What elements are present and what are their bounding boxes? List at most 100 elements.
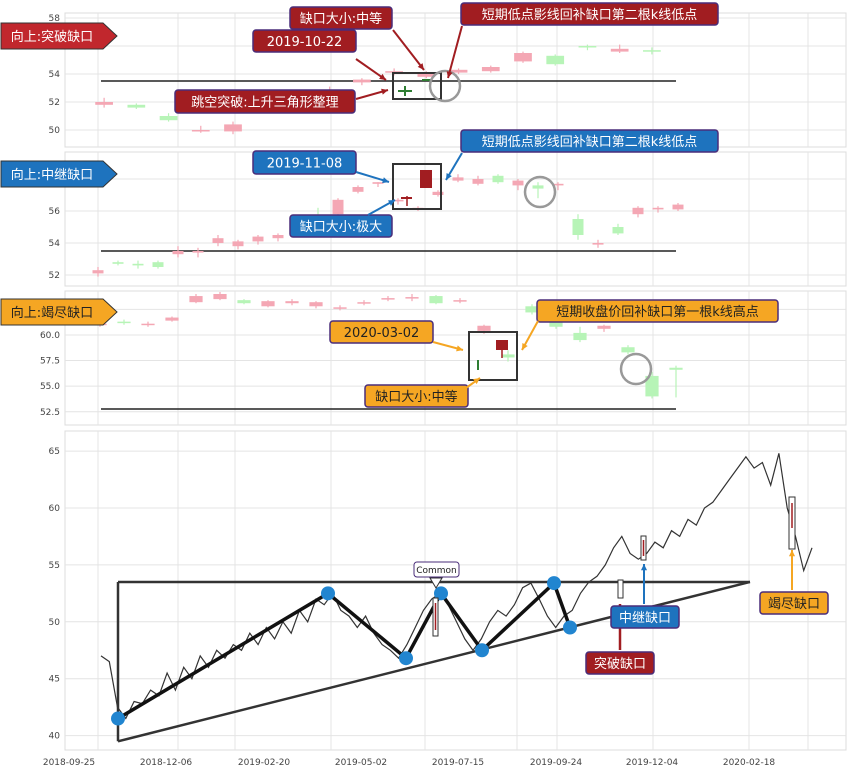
panel-2-arrow-date-head — [382, 177, 389, 184]
panel-2-candle-body — [612, 227, 624, 234]
panel-3-candle-body — [549, 321, 563, 327]
runaway-gap-label-box — [610, 605, 680, 629]
panel-3-candle-body — [669, 367, 683, 370]
panel-1-candle-body — [578, 46, 597, 48]
panel-3-gap-size-label-box — [364, 384, 469, 408]
panel-3-gap-box — [468, 331, 518, 381]
x-tick-label: 2020-02-18 — [723, 758, 776, 768]
panel-1-candle-body — [127, 104, 146, 108]
panel-2-fill-label-text: 短期低点影线回补缺口第二根k线低点 — [482, 135, 698, 150]
panel-1-candle-body — [159, 116, 178, 121]
panel-1-gap-size-label-text: 缺口大小:中等 — [300, 11, 382, 27]
panel-1-candle-body — [449, 69, 468, 73]
panel-2-candle-body — [172, 251, 184, 255]
panel-3-arrow-date-head — [456, 345, 463, 352]
x-tick-label: 2018-09-25 — [43, 758, 95, 768]
panel-2-gap-box — [392, 163, 442, 210]
panel-2-tag-shape — [0, 160, 118, 188]
swing-point — [321, 586, 335, 601]
y-tick-label: 50 — [49, 126, 61, 136]
panel-2-arrow-fill-head — [446, 173, 452, 180]
panel-2-fill-label-box — [460, 129, 719, 153]
panel-1-pattern-label-box — [174, 89, 356, 114]
panel-3-candle-body — [645, 375, 659, 397]
panel-1-gap-size-label-box — [289, 6, 393, 30]
panel-2-candle-body — [112, 262, 124, 264]
panel-2-candle-body — [152, 262, 164, 267]
panel-3-fill-label-text: 短期收盘价回补缺口第一根k线高点 — [556, 304, 759, 320]
panel-1-arrow-fill-shaft — [447, 25, 463, 79]
swing-point — [547, 576, 561, 591]
panel-2-candle-body — [212, 238, 224, 243]
panel-3-candle-body — [405, 297, 419, 299]
runaway-gap-label: 中继缺口 — [610, 605, 680, 629]
panel-2-gap-size-label: 缺口大小:极大 — [289, 214, 393, 238]
panel-3-fill-label: 短期收盘价回补缺口第一根k线高点 — [536, 299, 779, 323]
panel-1-frame — [64, 12, 847, 148]
panel-2-candle-body — [352, 187, 364, 192]
panel-2-candle-body — [652, 207, 664, 210]
panel-2-tag-text: 向上:中继缺口 — [11, 167, 93, 183]
y-tick-label: 54 — [49, 239, 61, 249]
panel-1-date-label-text: 2019-10-22 — [267, 35, 343, 50]
panel-1-candle-body — [643, 50, 661, 52]
y-tick-label: 58 — [49, 14, 61, 24]
swing-point — [434, 586, 448, 601]
panel-3-candle-body — [165, 317, 179, 321]
y-tick-label: 55 — [49, 561, 60, 571]
panel-2-candle-body — [252, 236, 264, 242]
panel-1-fill-label-text: 短期低点影线回补缺口第二根k线低点 — [482, 8, 698, 23]
panel-3-candle-body — [381, 298, 395, 300]
panel-3-date-label-text: 2020-03-02 — [344, 326, 420, 341]
breakaway-gap-label-text: 突破缺口 — [594, 656, 646, 672]
panel-3-tag: 向上:竭尽缺口 — [0, 298, 118, 326]
panel-3-tag-shape — [0, 298, 118, 326]
panel-2-candle-body — [672, 204, 684, 210]
panel-1-arrow-date-head — [379, 73, 386, 80]
panel-1-candle-body — [481, 67, 500, 72]
exhaustion-gap-label-box — [759, 591, 829, 615]
panel-2-candle-body — [492, 175, 504, 183]
panel-1-tag-shape — [0, 22, 118, 50]
panel-3-candle-body — [117, 321, 131, 324]
panel-1-tag-text: 向上:突破缺口 — [11, 29, 93, 45]
panel-4-frame — [64, 430, 847, 751]
x-tick-label: 2018-12-06 — [140, 758, 193, 768]
panel-3-tag-text: 向上:竭尽缺口 — [11, 305, 93, 321]
panel-2-candle-body — [532, 185, 544, 189]
x-tick-label: 2019-12-04 — [626, 758, 679, 768]
panel-2-candle-body — [592, 243, 604, 245]
x-tick-label: 2019-09-24 — [530, 758, 583, 768]
panel-1-gap-size-label: 缺口大小:中等 — [289, 6, 393, 30]
panel-1-arrow-pattern-head — [381, 88, 388, 95]
panel-3-gap-size-label-text: 缺口大小:中等 — [375, 389, 457, 405]
y-tick-label: 52 — [49, 98, 60, 108]
panel-3-arrow-size-head — [473, 378, 480, 385]
panel-3-candle-body — [453, 300, 467, 302]
panel-3-gap-candle-b — [496, 340, 508, 350]
panel-2-arrow-size-head — [388, 200, 395, 206]
panel-2-candle-body — [132, 263, 144, 266]
panel-3-candle-body — [333, 307, 347, 309]
y-tick-label: 55.0 — [40, 382, 60, 392]
panel-2-tag: 向上:中继缺口 — [0, 160, 118, 188]
panel-3-candle-body — [501, 354, 515, 358]
x-tick-label: 2019-07-15 — [432, 758, 484, 768]
y-tick-label: 40 — [49, 732, 61, 742]
panel-1-pattern-label-text: 跳空突破:上升三角形整理 — [191, 95, 338, 111]
y-tick-label: 45 — [49, 675, 60, 685]
panel-1-date-label: 2019-10-22 — [252, 29, 357, 53]
panel-2-candle-body — [272, 235, 284, 239]
panel-2-date-label-box — [252, 150, 357, 175]
panel-2-candle-body — [432, 191, 444, 195]
panel-2-gap-size-label-text: 缺口大小:极大 — [300, 220, 382, 235]
panel-1-pattern-label: 跳空突破:上升三角形整理 — [174, 89, 356, 114]
panel-1-arrow-fill-head — [446, 71, 453, 78]
panel-3-candle-body — [309, 302, 323, 307]
panel-1-gap-box — [392, 72, 442, 100]
y-tick-label: 54 — [49, 70, 61, 80]
common-gap-label-box — [413, 561, 460, 578]
breakaway-gap-marker — [617, 579, 624, 599]
panel-3-candle-body — [573, 332, 587, 341]
